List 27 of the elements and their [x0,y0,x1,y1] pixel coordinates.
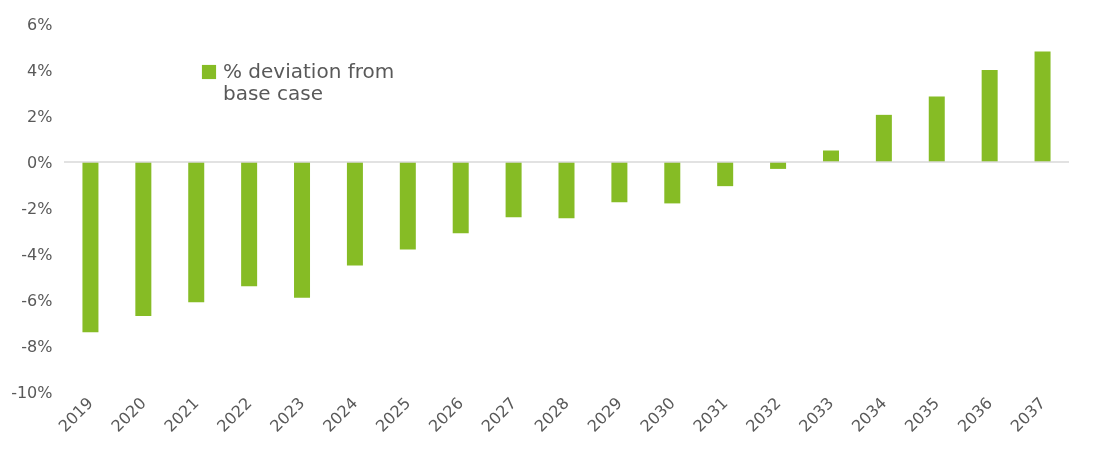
bar [558,162,575,219]
y-tick-label: -8% [21,336,53,356]
y-tick-label: -10% [11,382,53,402]
y-tick-label: -2% [21,198,53,218]
bar [717,162,734,187]
bar [135,162,152,317]
y-tick-label: 4% [27,60,53,80]
bar [1034,51,1051,162]
bar [294,162,311,298]
y-tick-label: 0% [27,152,53,172]
y-tick-label: -4% [21,244,53,264]
bar [928,96,945,162]
bar [664,162,681,204]
bar [188,162,205,303]
bar [875,114,892,162]
bar [505,162,522,218]
bar [611,162,628,203]
y-tick-label: -6% [21,290,53,310]
legend-label: % deviation from base case [223,59,395,105]
bar [452,162,469,234]
y-tick-label: 2% [27,106,53,126]
bar [981,70,998,162]
bar [346,162,363,266]
bar [241,162,258,287]
y-tick-label: 6% [27,14,53,34]
bar [82,162,99,333]
bar [399,162,416,250]
